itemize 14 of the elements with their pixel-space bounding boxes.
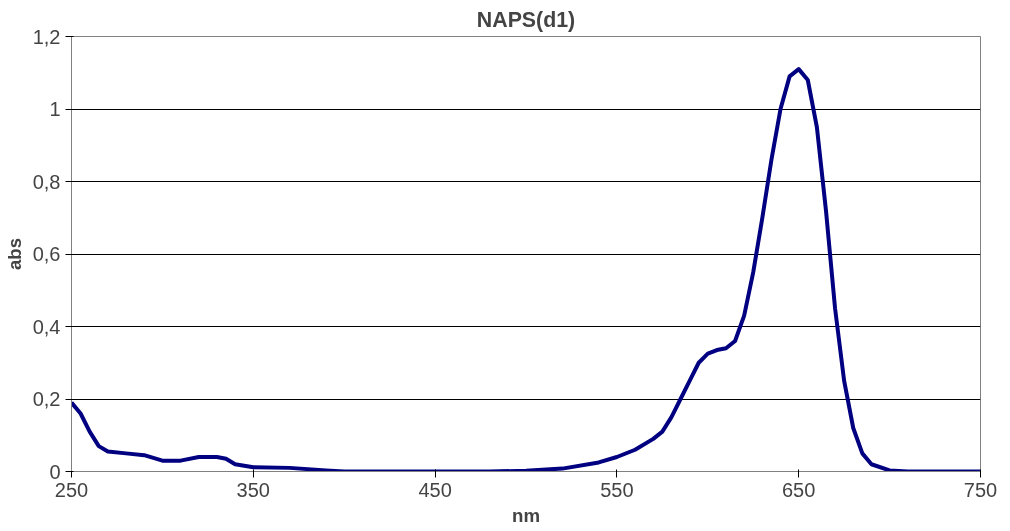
chart-title: NAPS(d1) [476,7,576,32]
y-tick-label: 0,8 [32,170,61,193]
x-tick-label: 450 [418,478,452,501]
x-axis-title: nm [512,504,540,526]
x-tick-label: 350 [236,478,270,501]
y-axis-title: abs [3,237,25,271]
y-tick-label: 1,2 [32,25,61,48]
y-tick-label: 0,2 [32,388,61,410]
x-tick-label: 650 [782,478,816,501]
x-tick-label: 550 [600,478,634,501]
y-tick-label: 0,6 [32,243,61,265]
y-tick-label: 0,4 [32,315,61,338]
y-tick-label: 1 [49,98,61,120]
x-tick-label: 750 [963,478,998,501]
